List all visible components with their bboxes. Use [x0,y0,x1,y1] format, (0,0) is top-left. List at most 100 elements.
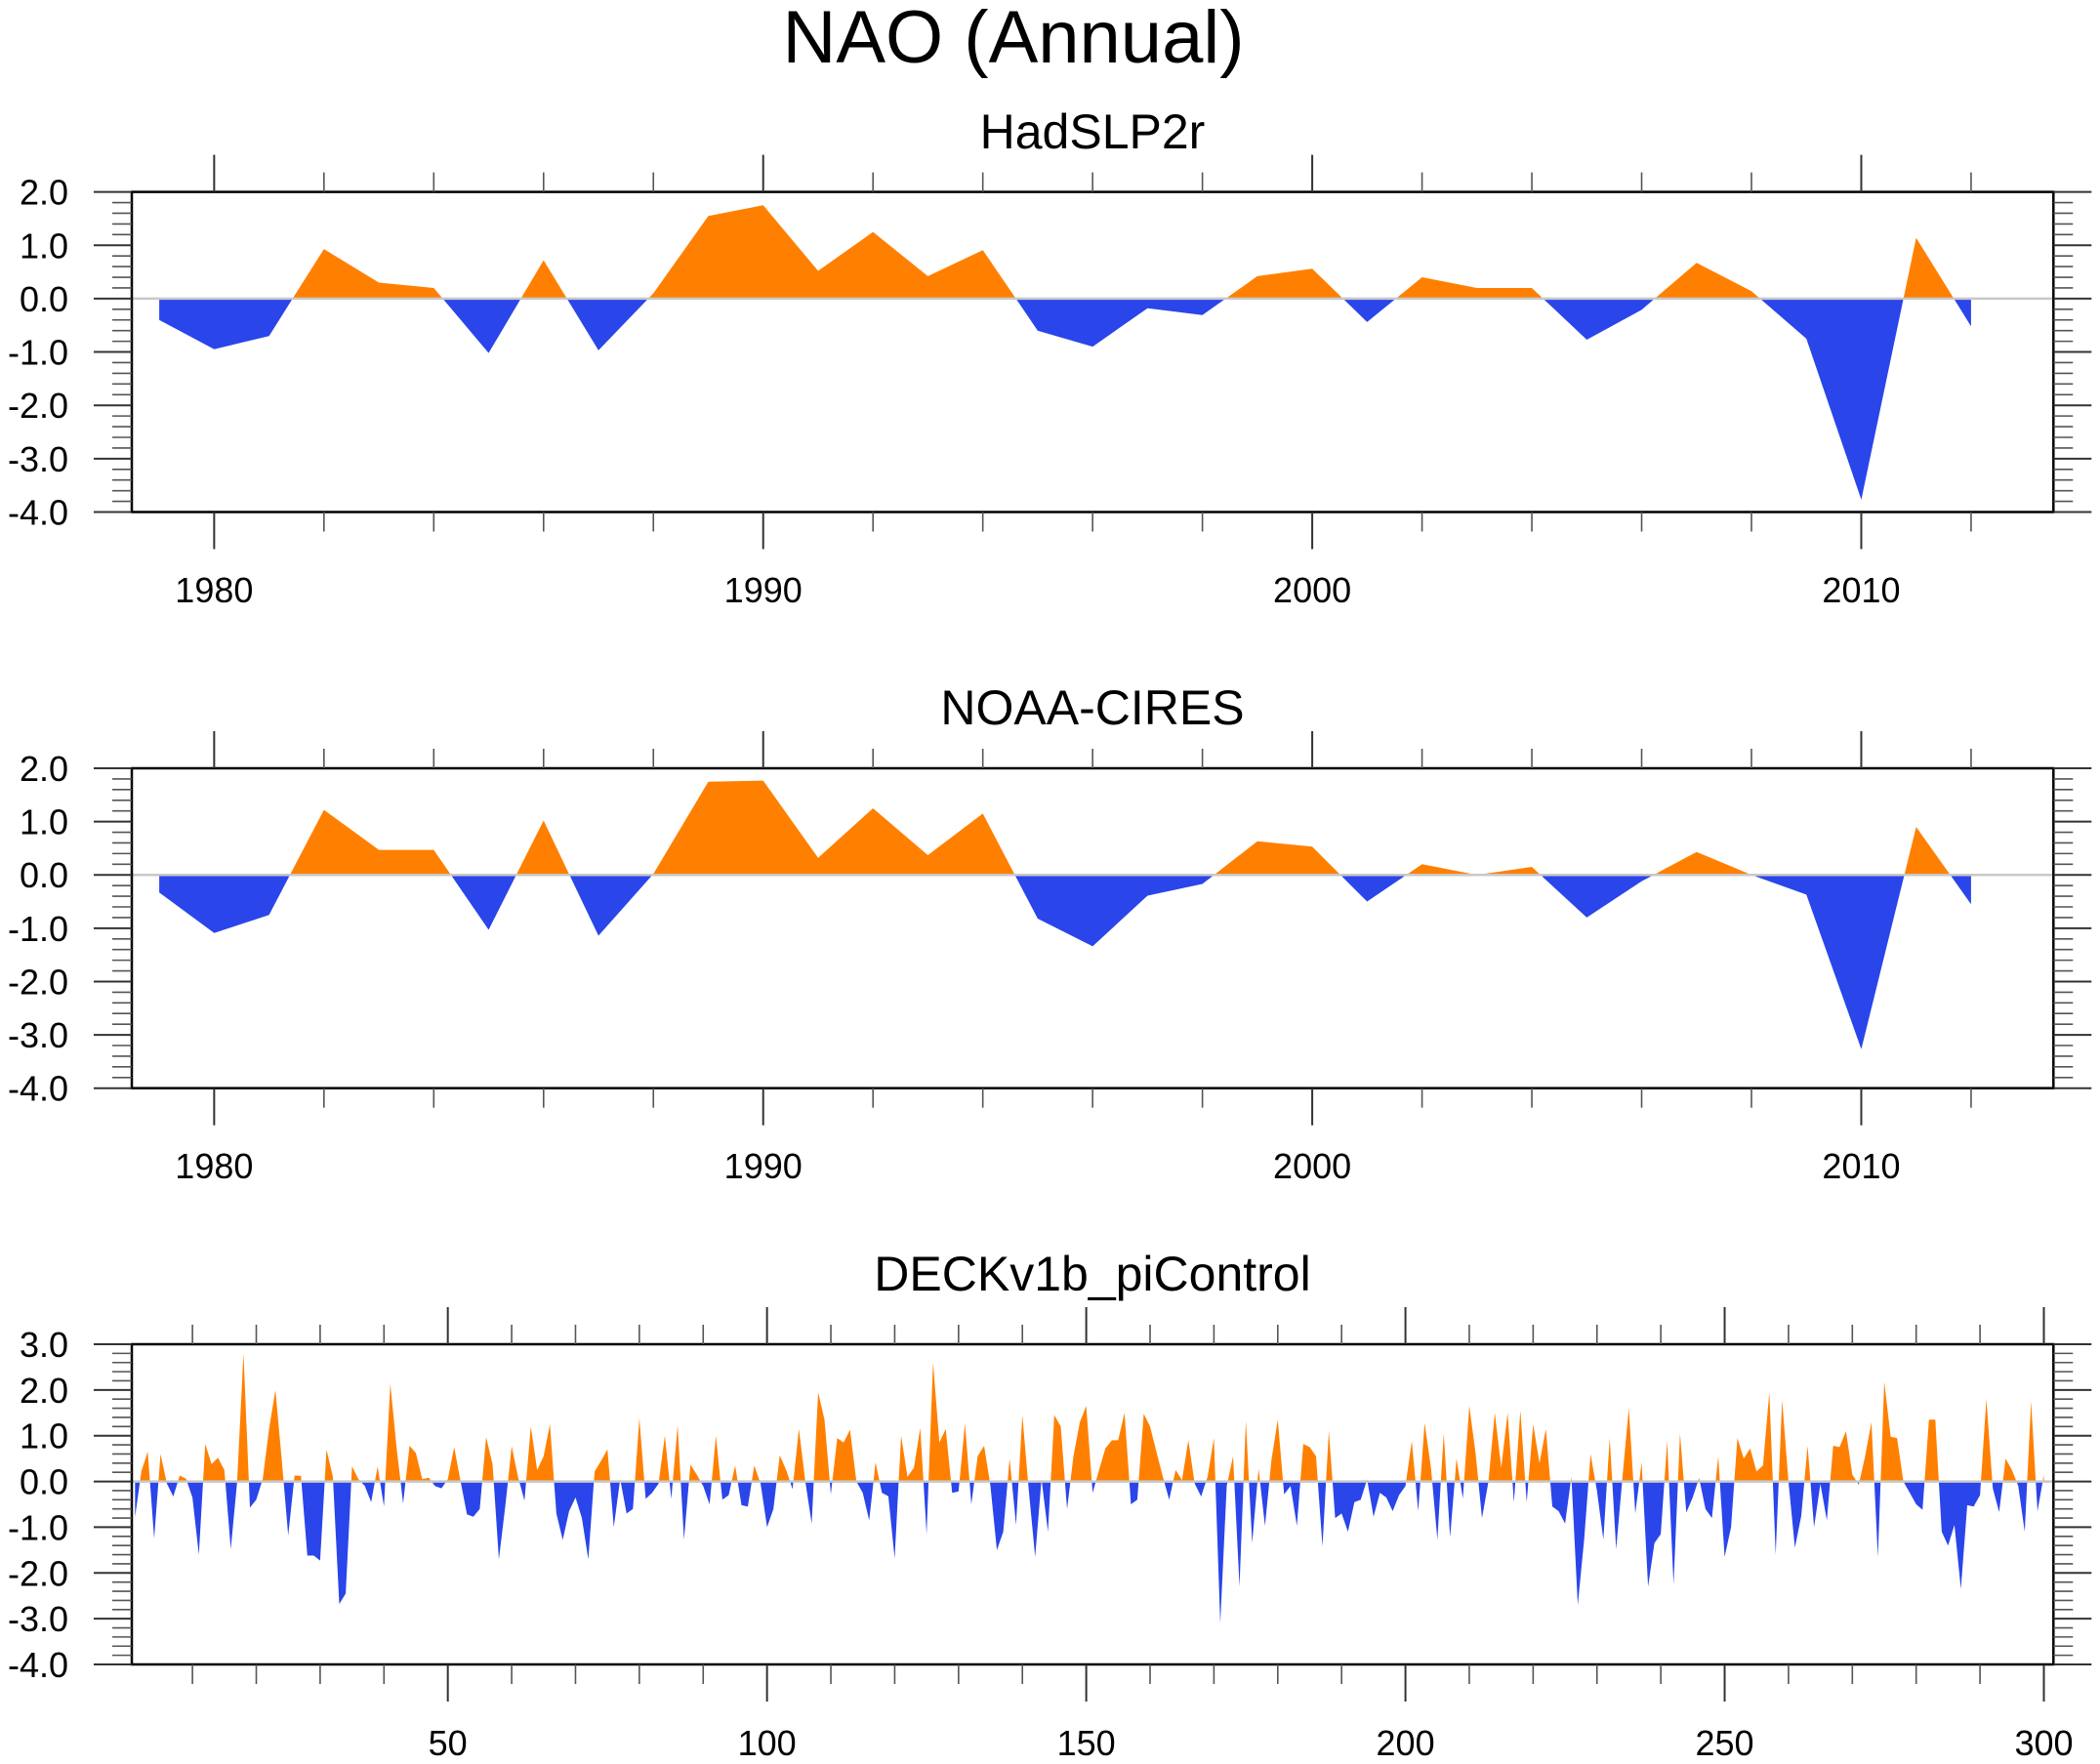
negative-anomaly-area [1215,1481,1228,1623]
positive-anomaly-area [294,1475,302,1482]
x-tick-label: 250 [1695,1723,1753,1763]
y-axis-ticks: 2.0 1.0 0.0 -1.0 -2.0 -3.0 -4.0 [8,173,2092,533]
negative-anomaly-area [569,875,653,936]
negative-anomaly-area [159,298,293,349]
positive-anomaly-area [1622,1408,1633,1482]
positive-anomaly-area [1440,1433,1447,1482]
negative-anomaly-area [1129,1481,1139,1504]
positive-anomaly-area [1008,1458,1012,1482]
area-fills [135,1353,2044,1623]
negative-anomaly-area [493,1481,509,1560]
negative-anomaly-area [969,1481,974,1504]
plot-frame [130,190,2055,513]
positive-anomaly-area [324,1449,334,1482]
x-tick-label: 1990 [724,570,803,610]
negative-anomaly-area [360,1481,375,1502]
y-tick-label: 2.0 [20,173,68,213]
negative-anomaly-area [1954,298,1971,327]
positive-anomaly-area [203,1444,226,1482]
positive-anomaly-area [652,780,1015,876]
y-axis-ticks: 3.0 2.0 1.0 0.0 -1.0 -2.0 -3.0 -4.0 [8,1325,2092,1685]
y-tick-label: 0.0 [20,1462,68,1502]
negative-anomaly-area [1683,1481,1699,1513]
negative-anomaly-area [923,1481,929,1535]
positive-anomaly-area [236,1353,249,1482]
negative-anomaly-area [1540,875,1654,918]
panel-title-deckv1b-picontrol: DECKv1b_piControl [874,1247,1310,1301]
positive-anomaly-area [1395,277,1544,299]
negative-anomaly-area [166,1481,179,1497]
positive-anomaly-area [1455,1458,1461,1482]
panel-hadslp2r: HadSLP2r 1980 1990 2000 2010 2.0 1.0 0.0 -1.0 -2… [8,104,2092,610]
positive-anomaly-area [1904,827,1951,876]
positive-anomaly-area [731,1465,738,1482]
positive-anomaly-area [1206,1438,1215,1482]
negative-anomaly-area [1194,1481,1207,1497]
positive-anomaly-area [648,205,1016,299]
panel-noaa-cires: NOAA-CIRES 1980 1990 2000 2010 2.0 1.0 0.0 -1.0… [8,680,2092,1186]
negative-anomaly-area [620,1481,636,1514]
negative-anomaly-area [1011,1481,1019,1526]
panel-title-noaa-cires: NOAA-CIRES [940,680,1244,735]
negative-anomaly-area [1340,875,1407,902]
panel-deckv1b-picontrol: DECKv1b_piControl 50 100 150 200 250 300 3.0 2.… [8,1247,2092,1763]
negative-anomaly-area [1903,1481,1925,1510]
x-tick-label: 1990 [724,1146,803,1186]
y-tick-label: 2.0 [20,1371,68,1411]
negative-anomaly-area [135,1481,141,1518]
negative-anomaly-area [432,1481,447,1489]
negative-anomaly-area [1788,1481,1805,1548]
negative-anomaly-area [2016,1481,2028,1533]
y-tick-label: -3.0 [8,1015,68,1055]
negative-anomaly-area [1332,1481,1367,1533]
positive-anomaly-area [1778,1400,1789,1482]
x-tick-label: 50 [429,1723,468,1763]
negative-anomaly-area [1342,298,1396,322]
positive-anomaly-area [1227,1456,1235,1482]
negative-anomaly-area [149,1481,159,1539]
y-tick-label: -1.0 [8,1507,68,1547]
negative-anomaly-area [1512,1481,1516,1502]
positive-anomaly-area [1095,1413,1130,1482]
negative-anomaly-area [1595,1481,1607,1540]
negative-anomaly-area [1751,875,1905,1049]
x-axis-ticks: 1980 1990 2000 2010 [175,731,1972,1186]
positive-anomaly-area [520,260,567,299]
negative-anomaly-area [186,1481,203,1555]
y-tick-label: 1.0 [20,1416,68,1456]
x-tick-label: 300 [2014,1723,2073,1763]
positive-anomaly-area [1138,1414,1165,1482]
positive-anomaly-area [688,1464,701,1482]
y-tick-label: -3.0 [8,439,68,479]
negative-anomaly-area [248,1481,263,1508]
negative-anomaly-area [1642,1481,1665,1587]
negative-anomaly-area [1700,1481,1716,1519]
positive-anomaly-area [1653,851,1751,876]
positive-anomaly-area [446,1447,461,1482]
positive-anomaly-area [1173,1440,1195,1482]
negative-anomaly-area [400,1481,406,1504]
positive-anomaly-area [898,1427,924,1482]
negative-anomaly-area [1367,1481,1407,1517]
positive-anomaly-area [2042,1474,2044,1482]
y-tick-label: -3.0 [8,1599,68,1639]
positive-anomaly-area [813,1392,830,1482]
x-tick-label: 200 [1377,1723,1435,1763]
x-tick-label: 100 [738,1723,797,1763]
x-tick-label: 2010 [1822,1146,1900,1186]
positive-anomaly-area [673,1425,681,1482]
positive-anomaly-area [158,1454,167,1482]
positive-anomaly-area [1225,268,1343,299]
positive-anomaly-area [262,1389,284,1482]
positive-anomaly-area [1243,1420,1250,1482]
positive-anomaly-area [635,1417,644,1482]
negative-anomaly-area [856,1481,874,1521]
negative-anomaly-area [1317,1481,1327,1547]
positive-anomaly-area [405,1446,432,1482]
negative-anomaly-area [1415,1481,1421,1511]
y-tick-label: -1.0 [8,333,68,373]
negative-anomaly-area [159,875,290,933]
negative-anomaly-area [1719,1481,1735,1557]
positive-anomaly-area [1654,263,1760,299]
